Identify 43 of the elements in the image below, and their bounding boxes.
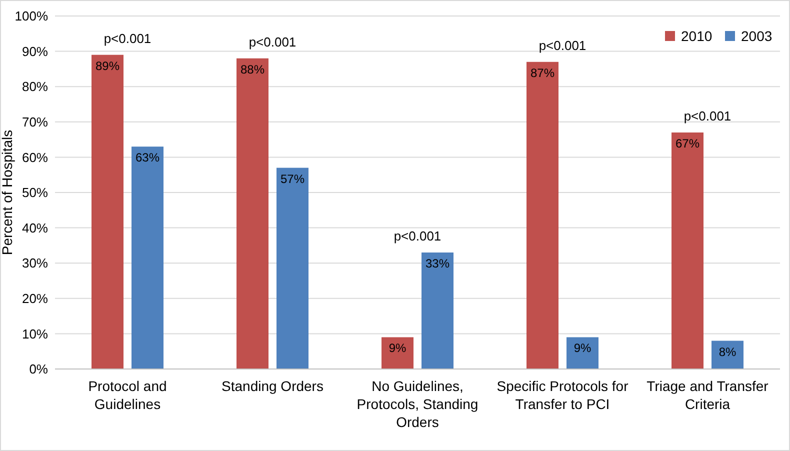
data-label: 57% bbox=[280, 172, 305, 186]
bar bbox=[92, 54, 124, 369]
y-tick-label: 30% bbox=[22, 256, 48, 271]
legend-label: 2010 bbox=[681, 28, 712, 44]
bar bbox=[276, 168, 308, 369]
bar bbox=[382, 337, 414, 369]
data-label: 89% bbox=[95, 58, 120, 73]
x-tick-label: Specific Protocols for Transfer to PCI bbox=[496, 378, 629, 412]
y-tick-label: 50% bbox=[22, 185, 48, 200]
y-axis-title: Percent of Hospitals bbox=[0, 130, 15, 256]
y-tick-label: 80% bbox=[22, 79, 48, 94]
data-label: 87% bbox=[530, 66, 555, 80]
y-tick-label: 90% bbox=[22, 44, 48, 59]
data-label: 8% bbox=[718, 344, 736, 359]
data-label: 33% bbox=[425, 256, 450, 271]
annotation: p<0.001 bbox=[104, 30, 152, 46]
data-label: 88% bbox=[240, 62, 265, 76]
bar bbox=[672, 132, 704, 369]
data-label: 9% bbox=[388, 341, 406, 356]
annotation: p<0.001 bbox=[394, 228, 442, 244]
y-tick-label: 100% bbox=[14, 8, 48, 24]
y-tick-label: 60% bbox=[22, 150, 48, 165]
data-label: 67% bbox=[675, 136, 700, 150]
y-tick-label: 10% bbox=[22, 326, 48, 342]
annotation: p<0.001 bbox=[248, 34, 296, 50]
legend-label: 2003 bbox=[741, 28, 772, 44]
x-tick-label: Protocol and Guidelines bbox=[88, 378, 167, 412]
y-tick-label: 70% bbox=[22, 114, 48, 130]
data-label: 9% bbox=[574, 341, 592, 356]
bar bbox=[526, 62, 558, 369]
bar bbox=[236, 58, 268, 369]
bar bbox=[566, 337, 598, 369]
annotation: p<0.001 bbox=[538, 38, 586, 53]
bar bbox=[132, 146, 164, 369]
x-tick-label: Triage and Transfer Criteria bbox=[646, 378, 769, 412]
y-tick-label: 40% bbox=[22, 220, 48, 236]
x-tick-label: No Guidelines, Protocols, Standing Orders bbox=[356, 378, 478, 430]
x-tick-label: Standing Orders bbox=[222, 378, 324, 394]
y-tick-label: 20% bbox=[22, 290, 48, 306]
bar bbox=[422, 252, 454, 369]
data-label: 63% bbox=[135, 150, 160, 165]
y-tick-label: 0% bbox=[29, 362, 48, 377]
annotation: p<0.001 bbox=[684, 108, 732, 124]
